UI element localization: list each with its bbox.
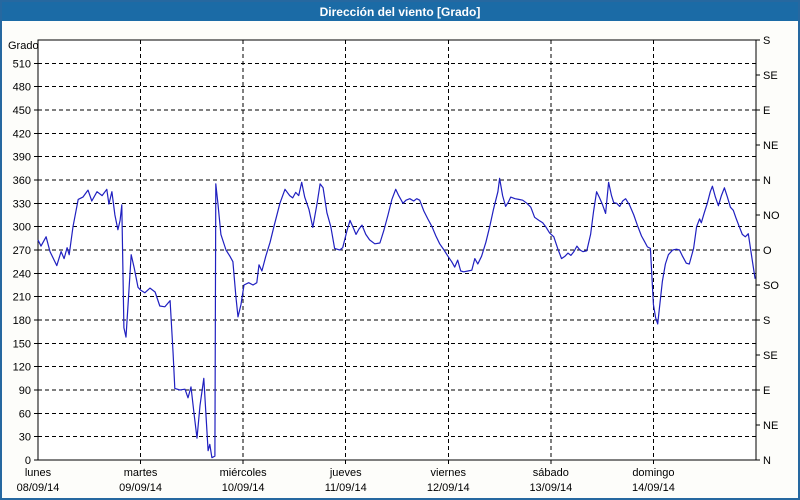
y-left-tick-label: 30: [19, 432, 31, 444]
y-right-tick-label: S: [763, 315, 770, 327]
y-left-tick-label: 420: [13, 128, 31, 140]
y-right-tick-label: NE: [763, 140, 778, 152]
x-day-date: 12/09/14: [427, 482, 470, 494]
y-right-tick-label: SE: [763, 350, 778, 362]
y-right-tick-label: N: [763, 175, 771, 187]
y-axis-left: 0 30 60 90 120 150 180 210 240 270 300 330 360 390 420…: [8, 40, 39, 467]
x-day-name: miércoles: [220, 467, 268, 479]
x-day-name: viernes: [431, 467, 467, 479]
x-day-date: 11/09/14: [325, 482, 367, 494]
y-right-tick-label: N: [763, 455, 771, 467]
y-right-tick-label: NO: [763, 210, 780, 222]
x-day-date: 14/09/14: [632, 482, 675, 494]
window-title: Dirección del viento [Grado]: [319, 4, 481, 19]
wind-direction-series: [37, 177, 756, 459]
x-day-name: sábado: [533, 467, 569, 479]
x-day-date: 09/09/14: [119, 482, 162, 494]
y-left-tick-label: 150: [13, 338, 31, 350]
y-left-tick-label: 510: [13, 58, 31, 70]
series-line: [37, 177, 756, 459]
gridlines: [38, 40, 756, 460]
y-left-tick-label: 450: [13, 105, 31, 117]
y-right-tick-label: E: [763, 105, 770, 117]
chart-area: 0 30 60 90 120 150 180 210 240 270 300 330 360 390 420…: [2, 21, 798, 498]
y-left-tick-label: 330: [13, 198, 31, 210]
y-left-tick-label: 0: [25, 455, 31, 467]
y-left-tick-label: 60: [19, 408, 31, 420]
x-day-name: lunes: [25, 467, 52, 479]
y-left-tick-label: 240: [13, 268, 31, 280]
y-axis-left-title: Grado: [8, 40, 39, 52]
y-left-tick-label: 120: [13, 362, 31, 374]
y-left-tick-label: 390: [13, 152, 31, 164]
y-left-tick-label: 180: [13, 315, 31, 327]
y-left-tick-label: 210: [13, 292, 31, 304]
title-bar: Dirección del viento [Grado]: [2, 2, 798, 21]
y-right-tick-label: S: [763, 35, 770, 47]
y-left-tick-label: 480: [13, 82, 31, 94]
y-left-tick-label: 360: [13, 175, 31, 187]
y-right-tick-label: E: [763, 385, 770, 397]
x-day-name: martes: [124, 467, 158, 479]
y-axis-right: N NE E SE S SO O NO N NE E SE S: [756, 35, 780, 467]
x-day-name: jueves: [329, 467, 362, 479]
y-right-tick-label: NE: [763, 420, 778, 432]
x-day-date: 08/09/14: [17, 482, 60, 494]
y-right-tick-label: SO: [763, 280, 779, 292]
y-left-tick-label: 300: [13, 222, 31, 234]
x-axis: lunes 08/09/14 martes 09/09/14 miércoles 10/0…: [17, 460, 675, 494]
x-day-date: 13/09/14: [529, 482, 572, 494]
y-left-tick-label: 270: [13, 245, 31, 257]
y-right-tick-label: O: [763, 245, 772, 257]
y-right-tick-label: SE: [763, 70, 778, 82]
x-day-date: 10/09/14: [222, 482, 265, 494]
wind-direction-chart: 0 30 60 90 120 150 180 210 240 270 300 330 360 390 420…: [8, 35, 780, 494]
y-left-tick-label: 90: [19, 385, 31, 397]
x-day-name: domingo: [632, 467, 674, 479]
